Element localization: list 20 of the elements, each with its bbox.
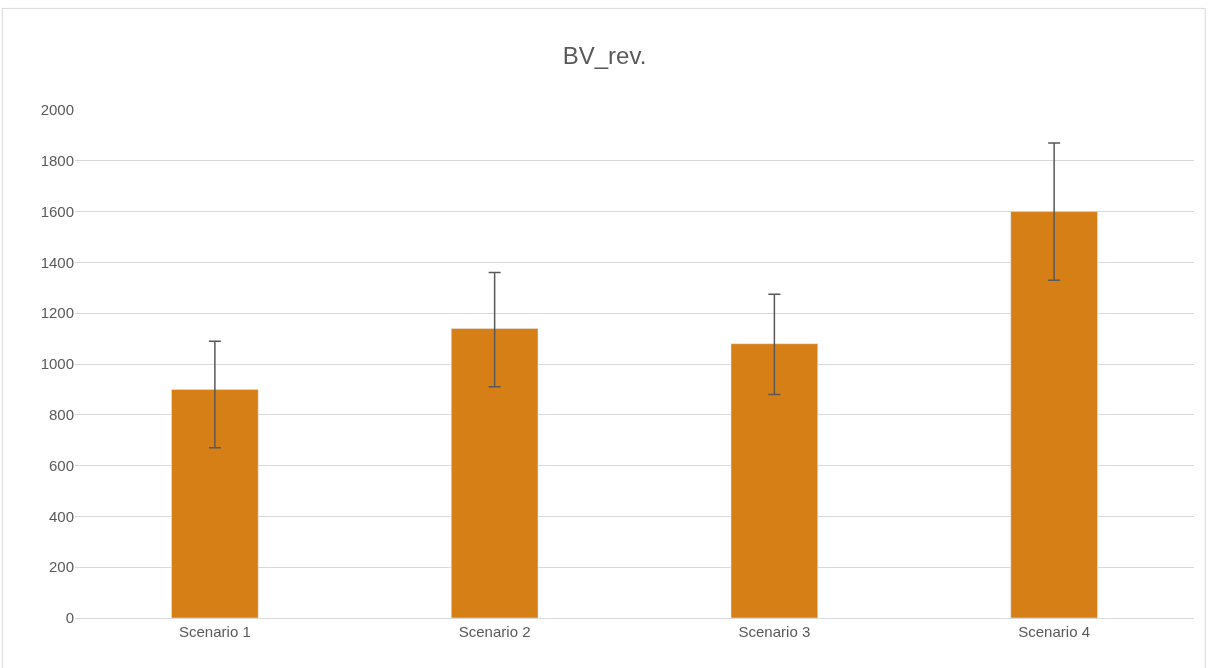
x-tick-label: Scenario 1 [179, 623, 251, 640]
y-tick-label: 0 [65, 609, 74, 627]
y-tick-label: 600 [48, 456, 74, 474]
bar [171, 389, 259, 618]
x-tick-label: Scenario 3 [738, 623, 811, 640]
x-tick-label: Scenario 2 [458, 623, 531, 640]
bar [1010, 211, 1098, 618]
chart-title: BV_rev. [562, 41, 647, 69]
y-tick-label: 1800 [40, 152, 74, 170]
y-tick-label: 1400 [40, 253, 74, 271]
y-tick-label: 800 [48, 406, 74, 424]
y-tick-label: 1200 [40, 304, 74, 322]
y-tick-label: 200 [48, 558, 74, 576]
bar [451, 328, 539, 618]
y-tick-label: 1000 [40, 355, 74, 373]
y-tick-label: 1600 [40, 202, 74, 220]
y-tick-label: 2000 [40, 101, 74, 119]
bar [730, 343, 818, 618]
x-tick-label: Scenario 4 [1018, 623, 1090, 640]
y-tick-label: 400 [48, 507, 74, 525]
